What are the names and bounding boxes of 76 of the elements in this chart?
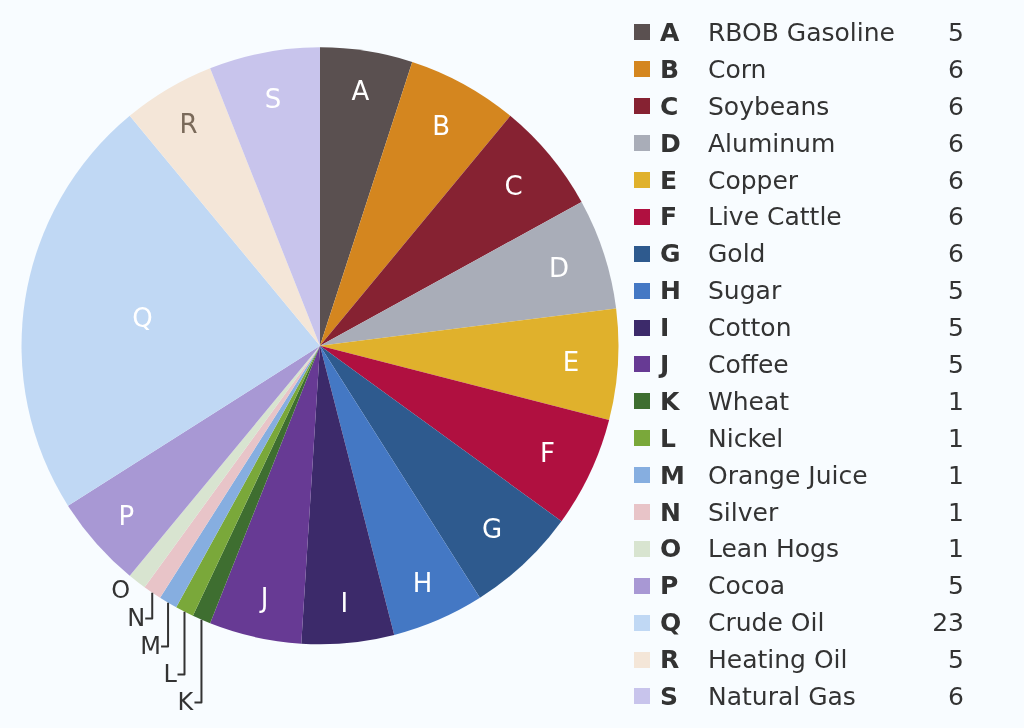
text: I xyxy=(660,313,670,343)
legend-label: Corn xyxy=(708,54,768,84)
text: H xyxy=(660,276,681,306)
legend-label: Lean Hogs xyxy=(708,534,840,564)
data-label: 6 xyxy=(947,91,964,121)
legend-label: Orange Juice xyxy=(708,460,869,490)
data-label: 1 xyxy=(947,497,964,527)
text: C xyxy=(660,91,679,121)
legend-label: Aluminum xyxy=(708,128,837,158)
text: L xyxy=(660,423,676,453)
legend-label: Coffee xyxy=(708,349,790,379)
legend-label: Crude Oil xyxy=(708,608,826,638)
data-label: 6 xyxy=(947,128,964,158)
data-label: 23 xyxy=(931,608,964,638)
text: G xyxy=(660,239,681,269)
data-label: 6 xyxy=(947,54,964,84)
data-label: 1 xyxy=(947,460,964,490)
text: H xyxy=(412,567,433,598)
legend-label: Cocoa xyxy=(708,571,787,601)
legend-label: RBOB Gasoline xyxy=(708,17,896,47)
data-label: 1 xyxy=(947,423,964,453)
text: K xyxy=(177,688,195,717)
text: S xyxy=(660,681,679,711)
text: L xyxy=(163,660,178,689)
legend-label: Heating Oil xyxy=(708,645,849,675)
text: K xyxy=(660,386,680,416)
text: A xyxy=(351,75,370,106)
data-label: 5 xyxy=(947,276,964,306)
legend-label: Soybeans xyxy=(708,91,831,121)
text: J xyxy=(660,349,670,379)
text: R xyxy=(179,108,198,139)
text: A xyxy=(660,17,680,47)
legend-label: Live Cattle xyxy=(708,202,843,232)
legend-label: Nickel xyxy=(708,423,785,453)
data-label: 1 xyxy=(947,386,964,416)
text: C xyxy=(504,170,523,201)
text: B xyxy=(432,110,451,141)
text: N xyxy=(127,604,146,633)
legend-label: Gold xyxy=(708,239,767,269)
text: P xyxy=(118,501,135,532)
data-label: 1 xyxy=(947,534,964,564)
text: I xyxy=(340,587,349,618)
text: N xyxy=(660,497,681,527)
data-label: 6 xyxy=(947,239,964,269)
data-label: 6 xyxy=(947,202,964,232)
text: D xyxy=(660,128,681,158)
text: D xyxy=(549,253,570,284)
text: M xyxy=(660,460,685,490)
text: Q xyxy=(660,608,682,638)
text: S xyxy=(264,83,282,114)
legend-label: Sugar xyxy=(708,276,783,306)
text: O xyxy=(111,576,131,605)
text: P xyxy=(660,571,679,601)
text: J xyxy=(258,582,269,613)
data-label: 5 xyxy=(947,313,964,343)
data-label: 5 xyxy=(947,571,964,601)
text: E xyxy=(660,165,678,195)
legend-label: Copper xyxy=(708,165,800,195)
data-label: 5 xyxy=(947,349,964,379)
text: B xyxy=(660,54,680,84)
legend-label: Wheat xyxy=(708,386,791,416)
text: O xyxy=(660,534,682,564)
text: M xyxy=(140,632,162,661)
text: Q xyxy=(132,302,153,333)
legend-label: Natural Gas xyxy=(708,681,857,711)
data-label: 6 xyxy=(947,681,964,711)
legend-label: Cotton xyxy=(708,313,793,343)
data-label: 5 xyxy=(947,17,964,47)
data-label: 5 xyxy=(947,645,964,675)
text: R xyxy=(660,645,680,675)
text: G xyxy=(482,514,503,545)
text: E xyxy=(562,346,580,377)
text: F xyxy=(539,437,555,468)
text: F xyxy=(660,202,678,232)
data-label: 6 xyxy=(947,165,964,195)
legend-label: Silver xyxy=(708,497,780,527)
